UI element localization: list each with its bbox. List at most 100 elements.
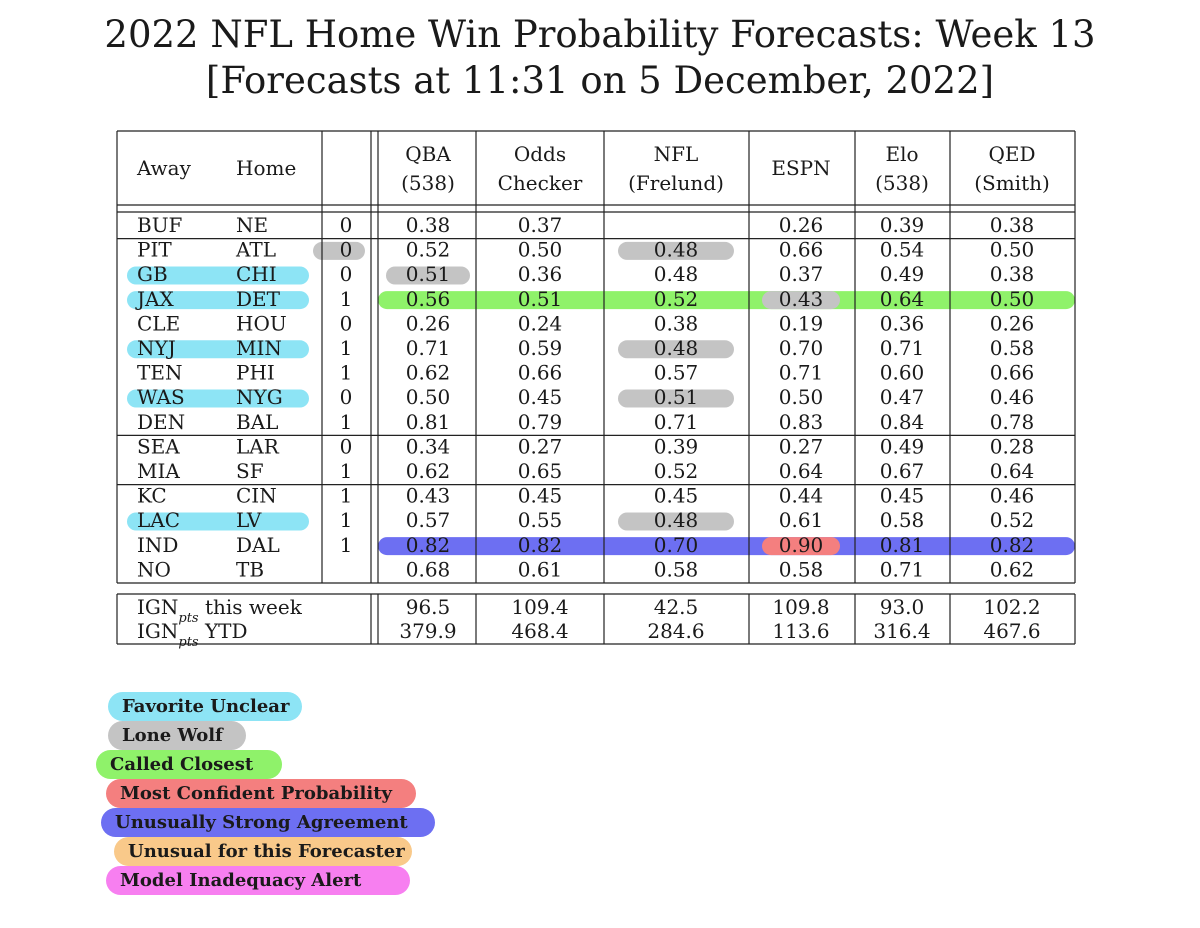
probability-value: 0.66 [990,361,1035,385]
probability-value: 0.50 [406,385,451,409]
probability-value: 0.58 [779,557,824,581]
header-away: Away [136,156,192,180]
probability-value: 0.38 [990,262,1035,286]
teams-highlight-gb [127,266,309,285]
probability-value: 0.38 [406,213,451,237]
legend-most-confident: Most Confident Probability [106,779,416,808]
probability-value: 0.50 [779,385,824,409]
teams-highlight-nyj [127,340,309,359]
probability-value: 0.61 [518,557,563,581]
summary-value: 468.4 [511,619,568,643]
game-result: 0 [340,213,353,237]
probability-value: 0.78 [990,410,1035,434]
home-team: NE [236,213,268,237]
probability-value: 0.59 [518,336,563,360]
teams-highlight-lac [127,512,309,531]
home-team: PHI [236,361,275,385]
header-model-0-line1: QBA [405,142,451,166]
summary-label: IGNpts YTD [137,619,248,650]
probability-value: 0.39 [654,434,699,458]
probability-value: 0.24 [518,311,563,335]
probability-value: 0.71 [406,336,451,360]
game-result: 0 [340,238,353,262]
probability-value: 0.56 [406,287,451,311]
home-team: BAL [236,410,278,434]
header-model-5-line2: (Smith) [974,171,1050,195]
probability-value: 0.71 [880,557,925,581]
probability-value: 0.45 [518,385,563,409]
probability-value: 0.49 [880,434,925,458]
probability-value: 0.50 [518,238,563,262]
probability-value: 0.64 [779,459,824,483]
probability-value: 0.45 [654,484,699,508]
probability-value: 0.61 [779,508,824,532]
probability-value: 0.70 [654,533,699,557]
away-team: MIA [137,459,180,483]
summary-value: 96.5 [406,595,451,619]
probability-value: 0.62 [990,557,1035,581]
probability-value: 0.82 [406,533,451,557]
probability-value: 0.47 [880,385,925,409]
teams-highlight-was [127,389,309,408]
header-model-2-line1: NFL [654,142,699,166]
legend-favorite-unclear: Favorite Unclear [108,692,302,721]
probability-value: 0.52 [406,238,451,262]
probability-value: 0.64 [880,287,925,311]
summary-value: 109.4 [511,595,568,619]
probability-value: 0.66 [518,361,563,385]
home-team: TB [236,557,264,581]
game-result: 0 [340,434,353,458]
away-team: DEN [137,410,185,434]
game-result: 0 [340,385,353,409]
away-team: TEN [137,361,182,385]
probability-value: 0.81 [406,410,451,434]
header-model-5-line1: QED [988,142,1035,166]
away-team: PIT [137,238,172,262]
away-team: KC [137,484,167,508]
summary-value: 42.5 [654,595,699,619]
chart-title: 2022 NFL Home Win Probability Forecasts:… [104,13,1096,56]
probability-value: 0.48 [654,508,699,532]
probability-value: 0.68 [406,557,451,581]
summary-value: 284.6 [647,619,704,643]
probability-value: 0.58 [880,508,925,532]
home-team: HOU [236,311,287,335]
probability-value: 0.57 [406,508,451,532]
game-result: 0 [340,262,353,286]
probability-value: 0.58 [990,336,1035,360]
cell-highlight-pit-2 [618,241,734,260]
header-model-4-line2: (538) [875,171,929,195]
summary-value: 467.6 [983,619,1040,643]
row-highlight-jax [378,291,1075,310]
away-team: NYJ [137,336,176,360]
header-model-1-line2: Checker [498,171,583,195]
summary-value: 93.0 [880,595,925,619]
header-model-1-line1: Odds [514,142,566,166]
probability-value: 0.54 [880,238,925,262]
probability-value: 0.51 [518,287,563,311]
header-home: Home [236,156,296,180]
probability-value: 0.38 [990,213,1035,237]
probability-value: 0.90 [779,533,824,557]
cell-highlight-lac-2 [618,512,734,531]
probability-value: 0.62 [406,361,451,385]
game-result: 1 [340,484,353,508]
probability-value: 0.37 [518,213,563,237]
legend-unusual-forecaster: Unusual for this Forecaster [114,837,412,866]
probability-value: 0.48 [654,238,699,262]
probability-value: 0.83 [779,410,824,434]
cell-highlight-jax-3 [762,291,840,310]
probability-value: 0.43 [406,484,451,508]
probability-value: 0.55 [518,508,563,532]
probability-value: 0.34 [406,434,451,458]
probability-value: 0.49 [880,262,925,286]
summary-value: 109.8 [772,595,829,619]
away-team: IND [137,533,178,557]
probability-value: 0.71 [779,361,824,385]
game-result: 1 [340,533,353,557]
legend: Favorite Unclear Lone Wolf Called Closes… [0,0,600,895]
game-result: 1 [340,361,353,385]
forecast-table: Away Home QBA (538) Odds Checker NFL (Frelund) E… [116,130,1076,650]
legend-called-closest: Called Closest [96,750,282,779]
probability-value: 0.58 [654,557,699,581]
